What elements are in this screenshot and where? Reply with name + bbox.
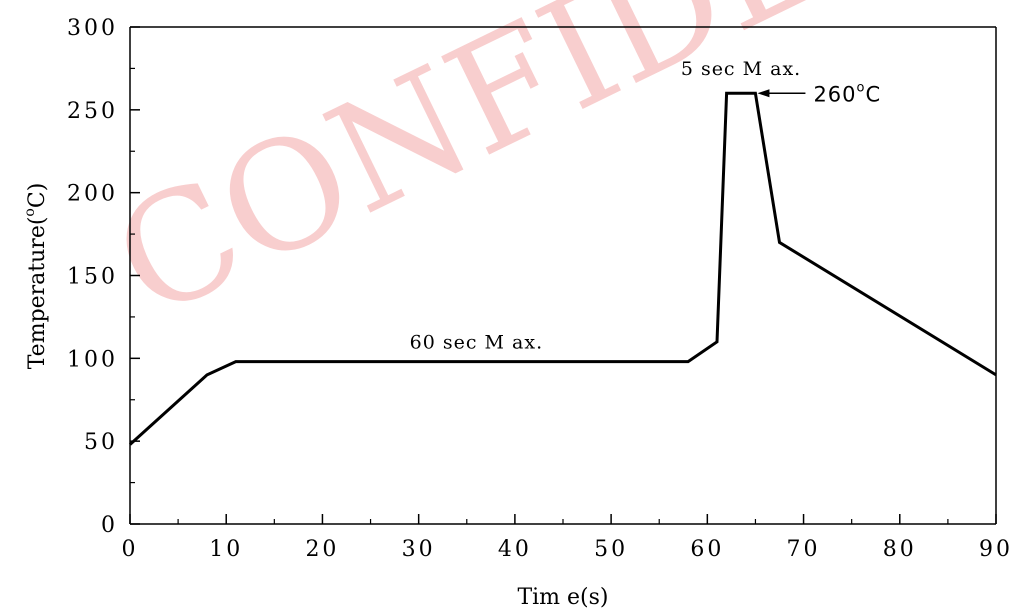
annotation-260c-label: 260oC bbox=[813, 80, 881, 106]
annotation-60-sec-max: 60 sec M ax. bbox=[410, 331, 543, 353]
x-tick-label: 70 bbox=[787, 537, 821, 562]
annotation-260c: 260oC bbox=[757, 80, 881, 106]
x-tick-label: 20 bbox=[305, 537, 339, 562]
y-axis-label-unit: C) bbox=[25, 183, 50, 208]
x-tick-label: 10 bbox=[209, 537, 243, 562]
annotation-5-sec-max: 5 sec M ax. bbox=[681, 58, 801, 80]
annotation-arrow-head bbox=[757, 89, 770, 98]
y-tick-label: 150 bbox=[67, 265, 118, 290]
x-tick-label: 0 bbox=[122, 537, 139, 562]
annotation-unit: C bbox=[866, 82, 882, 106]
temperature-profile-line bbox=[128, 91, 997, 446]
annotation-degree-sup: o bbox=[857, 80, 866, 95]
x-tick-label: 30 bbox=[402, 537, 436, 562]
y-tick-label: 0 bbox=[101, 513, 118, 538]
annotation-260-value: 260 bbox=[813, 82, 856, 106]
x-tick-label: 50 bbox=[594, 537, 628, 562]
x-axis-label: Tim e(s) bbox=[517, 585, 608, 610]
y-axis-label: Temperature(oC) bbox=[22, 183, 50, 370]
y-axis-label-sup: o bbox=[22, 208, 38, 216]
y-tick-label: 50 bbox=[84, 430, 118, 455]
y-tick-label: 200 bbox=[67, 182, 118, 207]
y-tick-label: 100 bbox=[67, 347, 118, 372]
x-tick-label: 60 bbox=[690, 537, 724, 562]
y-tick-label: 300 bbox=[67, 16, 118, 41]
x-tick-label: 90 bbox=[979, 537, 1013, 562]
y-axis-label-text: Temperature( bbox=[25, 217, 50, 370]
axis-tick-labels: 0 10 20 30 40 50 60 70 80 90 0 50 100 150 200 250 300 bbox=[67, 16, 1013, 562]
x-tick-label: 40 bbox=[498, 537, 532, 562]
y-tick-label: 250 bbox=[67, 99, 118, 124]
axis-ticks bbox=[129, 26, 997, 525]
x-tick-label: 80 bbox=[883, 537, 917, 562]
